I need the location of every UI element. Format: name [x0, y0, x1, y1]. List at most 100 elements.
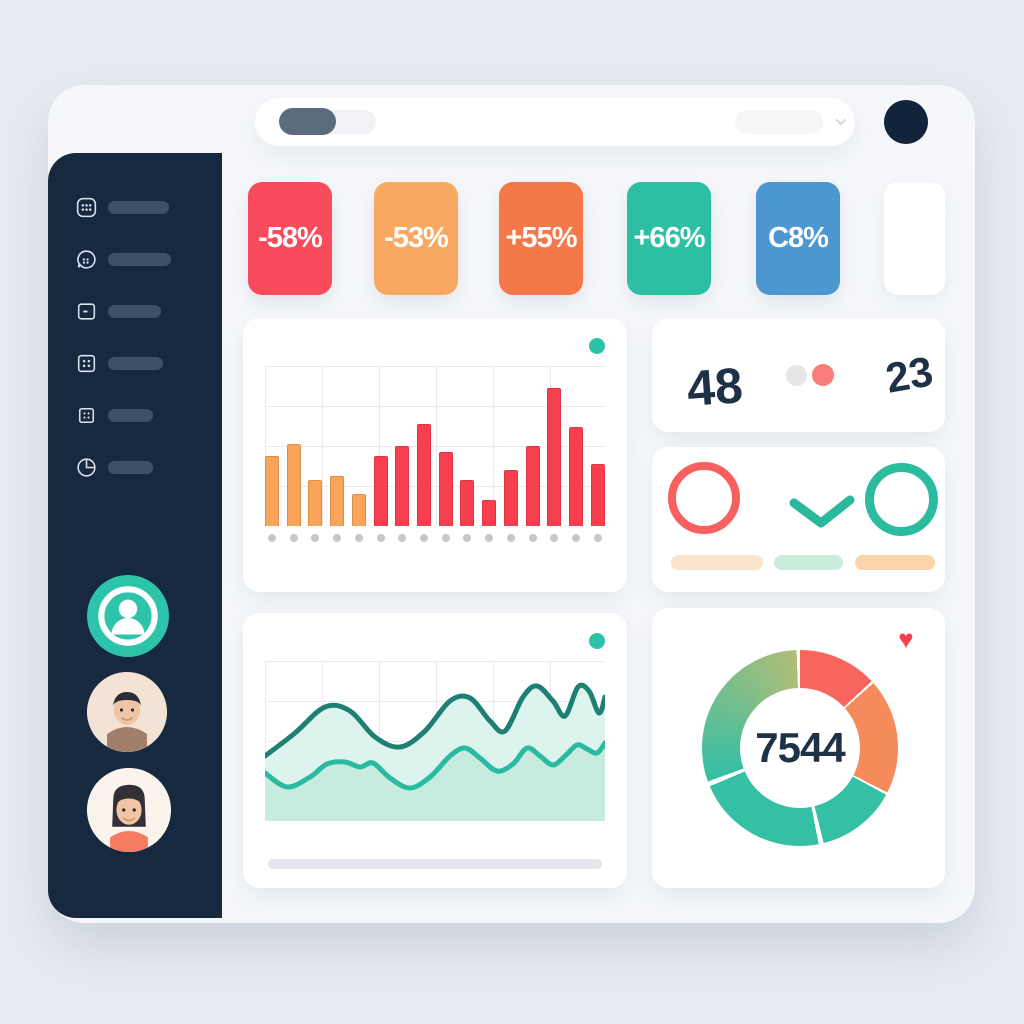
bar: [460, 479, 475, 526]
toggle-dot-off[interactable]: [786, 365, 807, 386]
axis-tick-dot: [374, 534, 388, 542]
bar: [330, 476, 345, 526]
status-dot-teal: [589, 633, 605, 649]
toggle-dot-on[interactable]: [812, 364, 834, 386]
stat-card[interactable]: +66%: [627, 182, 711, 295]
man-illustration: [87, 672, 167, 752]
stat-value: -53%: [384, 222, 449, 254]
chevron-down-icon[interactable]: [832, 113, 850, 131]
bar: [590, 463, 605, 526]
sidebar-item-label-placeholder: [108, 252, 171, 266]
bar: [525, 446, 540, 526]
pie-chart-icon: [77, 457, 96, 477]
chart-scrollbar[interactable]: [268, 859, 602, 869]
bar: [482, 500, 497, 526]
stat-value: -58%: [258, 222, 323, 254]
avatar-current-user[interactable]: [87, 575, 169, 657]
stat-card[interactable]: C8%: [756, 182, 840, 295]
woman-illustration: [87, 768, 171, 852]
donut-center: 7544: [740, 688, 860, 808]
axis-tick-dot: [591, 534, 605, 542]
chat-bubble-icon: [77, 249, 96, 269]
bar-chart-bars: [265, 366, 605, 526]
filter-placeholder-pill: [735, 110, 823, 134]
heart-icon[interactable]: ♥: [898, 624, 914, 654]
status-dot-teal: [589, 338, 605, 354]
axis-tick-dot: [439, 534, 453, 542]
grid-4-small-icon: [78, 407, 95, 423]
axis-tick-dot: [526, 534, 540, 542]
line-chart-card: [243, 613, 627, 888]
axis-tick-dot: [308, 534, 322, 542]
axis-tick-dot: [330, 534, 344, 542]
search-bar[interactable]: [255, 98, 855, 146]
donut-value: 7544: [755, 724, 845, 771]
bar: [438, 452, 453, 526]
profile-avatar[interactable]: [884, 100, 928, 144]
bar: [503, 470, 518, 526]
apps-grid-icon: [76, 197, 97, 217]
sidebar-item-label-placeholder: [108, 304, 161, 318]
line-chart-plot: [262, 661, 608, 821]
counter-card: 48 23: [652, 318, 945, 432]
bar: [265, 455, 279, 526]
sidebar-item-messages[interactable]: [74, 246, 171, 272]
line-chart-svg: [262, 682, 608, 821]
bar: [569, 426, 584, 526]
ring-right: [865, 463, 938, 536]
avatar-man[interactable]: [87, 672, 167, 752]
bar: [308, 479, 323, 526]
bar: [417, 423, 432, 526]
counter-left-value: 48: [685, 357, 745, 417]
axis-tick-dot: [482, 534, 496, 542]
sidebar-item-cards[interactable]: [74, 298, 161, 324]
stat-card[interactable]: -58%: [248, 182, 332, 295]
axis-tick-dot: [417, 534, 431, 542]
axis-tick-dot: [547, 534, 561, 542]
status-pill: [671, 555, 763, 570]
bar-chart-axis-dots: [265, 534, 605, 542]
stat-value: C8%: [768, 222, 829, 254]
donut-ring: 7544: [702, 650, 898, 846]
bar-chart-card: [243, 318, 627, 592]
sidebar-item-modules[interactable]: [74, 402, 153, 428]
bar: [395, 446, 410, 526]
stat-card[interactable]: [884, 182, 945, 295]
bar: [286, 444, 301, 526]
bar-chart-plot: [265, 366, 605, 526]
bar: [351, 494, 366, 526]
user-silhouette-icon: [98, 586, 158, 646]
status-card: [652, 447, 945, 592]
stat-card[interactable]: +55%: [499, 182, 583, 295]
bar: [373, 455, 388, 526]
search-query-pill: [279, 108, 336, 135]
status-pill: [774, 555, 843, 570]
axis-tick-dot: [460, 534, 474, 542]
sidebar-item-apps[interactable]: [74, 194, 169, 220]
counter-right-value: 23: [882, 347, 937, 402]
stat-value: +55%: [505, 222, 578, 254]
check-icon: [789, 495, 855, 528]
stat-value: +66%: [633, 222, 706, 254]
sidebar-item-grid[interactable]: [74, 350, 163, 376]
axis-tick-dot: [352, 534, 366, 542]
axis-tick-dot: [504, 534, 518, 542]
bar: [547, 388, 562, 526]
avatar-woman[interactable]: [87, 768, 171, 852]
ring-left: [668, 462, 740, 534]
sidebar-item-label-placeholder: [108, 356, 163, 370]
sidebar: [48, 153, 222, 918]
donut-card: ♥ 7544: [652, 608, 945, 888]
grid-4-icon: [77, 354, 96, 372]
sidebar-item-label-placeholder: [108, 408, 153, 422]
axis-tick-dot: [395, 534, 409, 542]
sidebar-item-analytics[interactable]: [74, 454, 153, 480]
sidebar-item-label-placeholder: [108, 460, 153, 474]
sidebar-item-label-placeholder: [108, 200, 169, 214]
card-dash-icon: [77, 302, 96, 320]
stat-card[interactable]: -53%: [374, 182, 458, 295]
axis-tick-dot: [287, 534, 301, 542]
axis-tick-dot: [265, 534, 279, 542]
axis-tick-dot: [569, 534, 583, 542]
status-pill: [855, 555, 935, 570]
